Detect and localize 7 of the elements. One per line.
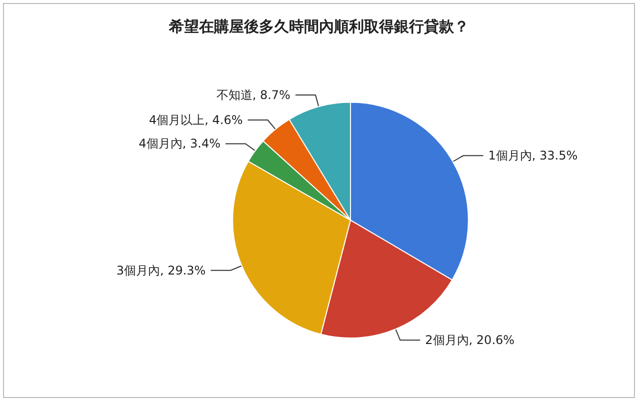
slice-label: 3個月內, 29.3%	[116, 263, 206, 278]
slice-label: 2個月內, 20.6%	[425, 333, 515, 348]
slice-label: 1個月內, 33.5%	[488, 148, 578, 163]
chart-title: 希望在購屋後多久時間內順利取得銀行貸款？	[168, 18, 469, 36]
slice-label: 不知道, 8.7%	[216, 88, 290, 102]
slice-label: 4個月內, 3.4%	[138, 136, 220, 151]
slice-label: 4個月以上, 4.6%	[149, 113, 243, 128]
